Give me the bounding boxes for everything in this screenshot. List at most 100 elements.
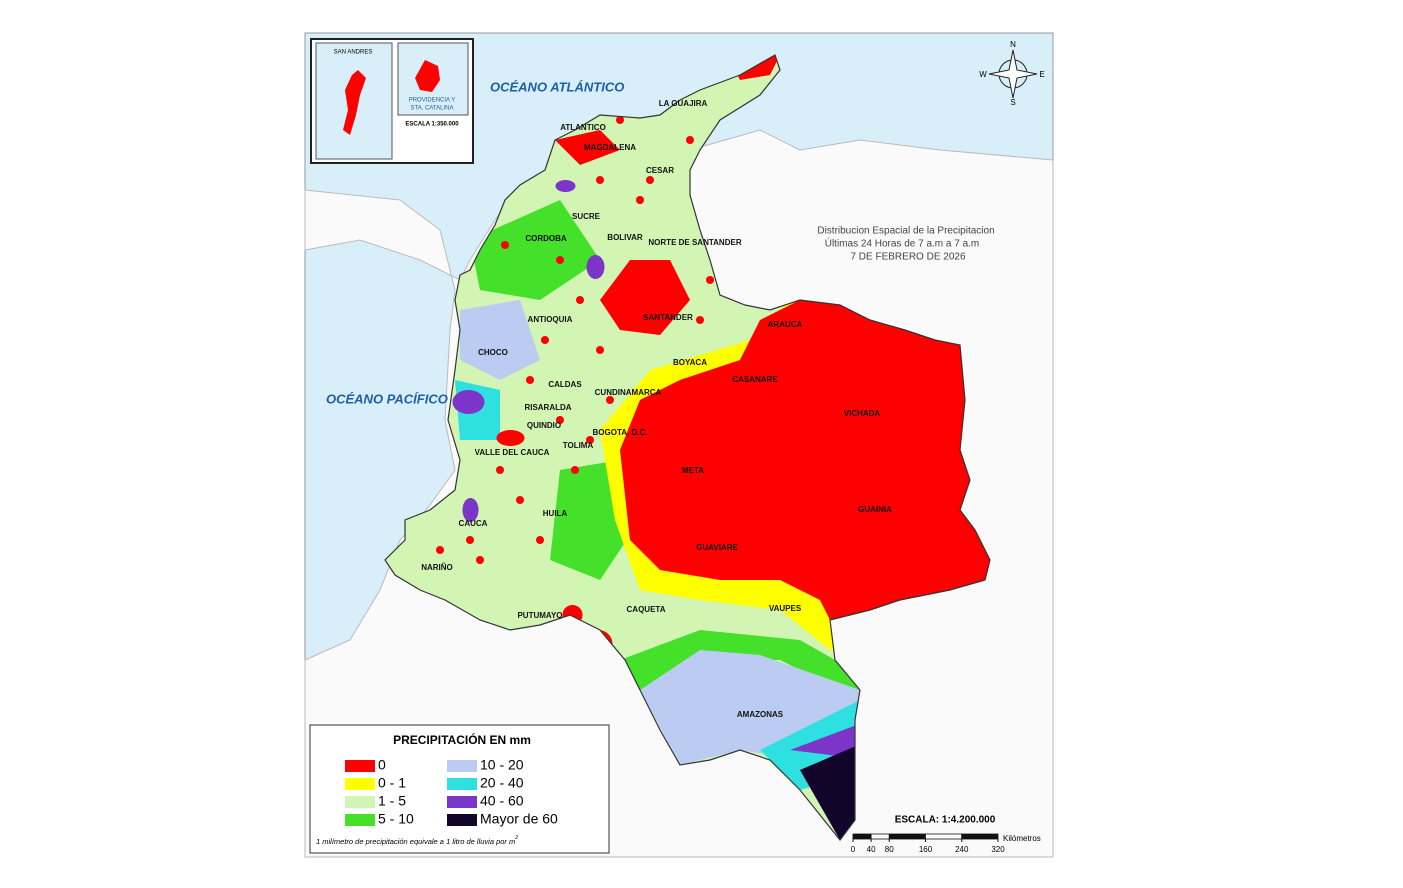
precip-spot [606,396,614,404]
scale-segment [852,833,872,840]
precip-zone [460,300,540,380]
department-label: SANTANDER [643,313,693,322]
department-label: QUINDIO [527,421,561,430]
inset-label: SAN ANDRES [334,50,373,56]
precip-zone [470,200,600,300]
legend-swatch [447,814,477,826]
precip-spot [476,556,484,564]
legend-note: 1 milímetro de precipitación equivale a … [316,835,518,846]
department-label: AMAZONAS [737,710,784,719]
department-label: META [682,466,704,475]
scale-bar: ESCALA: 1:4.200.000 Kilómetros 0 40 80 160 2… [851,815,1041,854]
precip-spot [536,536,544,544]
note-text: 1 milímetro de precipitación equivale a … [316,837,515,846]
legend-title: PRECIPITACIÓN EN mm [393,732,531,747]
precip-zone [800,740,870,840]
legend-label: 20 - 40 [480,775,524,791]
scale-tick-label: 160 [919,845,933,854]
department-label: GUAVIARE [696,543,738,552]
department-label: RISARALDA [524,403,571,412]
title-line: Distribucion Espacial de la Precipitacio… [817,226,994,237]
department-label: CORDOBA [525,234,567,243]
department-label: CAUCA [459,519,488,528]
ocean-label: OCÉANO ATLÁNTICO [490,79,624,94]
department-label: ARAUCA [768,320,803,329]
legend-label: 40 - 60 [480,793,524,809]
department-label: VAUPES [769,604,802,613]
department-label: VICHADA [844,409,881,418]
island [343,70,366,135]
department-label: VALLE DEL CAUCA [475,448,550,457]
precip-spot [576,296,584,304]
ocean-label: OCÉANO PACÍFICO [326,391,448,406]
precip-zone [600,260,690,335]
precip-spot [586,436,594,444]
precip-spot [571,466,579,474]
precip-spot [636,416,644,424]
department-label: BOLIVAR [607,233,643,242]
precip-spot [596,346,604,354]
legend-label: 10 - 20 [480,757,524,773]
department-label: MAGDALENA [584,143,636,152]
department-label: GUAINIA [858,505,892,514]
department-label: HUILA [543,509,568,518]
precip-spot [526,376,534,384]
precip-spot [636,196,644,204]
precip-spot [706,276,714,284]
department-label: CAQUETA [627,605,666,614]
precip-spot [556,416,564,424]
legend-swatch [345,778,375,790]
precip-spot [436,546,444,554]
department-label: CUNDINAMARCA [595,388,662,397]
legend-label: 1 - 5 [378,793,406,809]
precip-spot [496,466,504,474]
inset-label: STA. CATALINA [410,106,453,112]
precip-spot [616,116,624,124]
scale-tick-label: 240 [955,845,969,854]
scale-segment [925,833,963,840]
department-label: BOYACA [673,358,707,367]
precip-zone [620,300,990,620]
department-label: PUTUMAYO [517,611,562,620]
department-label: TOLIMA [563,441,594,450]
note-sup: 2 [514,835,518,841]
compass: N S E W [979,40,1044,107]
precip-zone [555,180,576,192]
scale-tick-label: 80 [885,845,894,854]
scale-unit: Kilómetros [1003,834,1041,843]
scale-label: ESCALA: 1:4.200.000 [895,815,996,826]
department-label: CESAR [646,166,674,175]
precip-zone [496,430,525,446]
department-label: CALDAS [548,380,582,389]
department-label: LA GUAJIRA [659,99,708,108]
precip-spot [556,256,564,264]
legend-swatch [345,796,375,808]
inset: SAN ANDRES PROVIDENCIA Y STA. CATALINA E… [310,38,474,164]
legend-swatch [447,796,477,808]
legend-label: Mayor de 60 [480,811,558,827]
department-label: NORTE DE SANTANDER [648,238,741,247]
legend-label: 0 [378,757,386,773]
scale-tick-label: 40 [867,845,876,854]
legend-label: 0 - 1 [378,775,406,791]
department-label: CASANARE [732,375,778,384]
map-title: Distribucion Espacial de la Precipitacio… [817,226,994,263]
scale-segment [961,833,999,840]
precip-zone [555,130,620,165]
legend-swatch [345,814,375,826]
inset-scale: ESCALA 1:350.000 [405,122,459,128]
compass-label: S [1010,98,1015,107]
precip-spot [516,496,524,504]
compass-star [988,49,1038,99]
precip-zone [452,390,485,414]
department-label: CHOCO [478,348,508,357]
department-label: ANTIOQUIA [528,315,573,324]
department-label: NARIÑO [421,563,453,572]
legend-swatch [447,760,477,772]
legend: PRECIPITACIÓN EN mm 1 milímetro de preci… [309,724,610,854]
department-label: BOGOTA, D.C. [593,428,648,437]
precip-spot [501,241,509,249]
precip-zone [586,255,605,279]
